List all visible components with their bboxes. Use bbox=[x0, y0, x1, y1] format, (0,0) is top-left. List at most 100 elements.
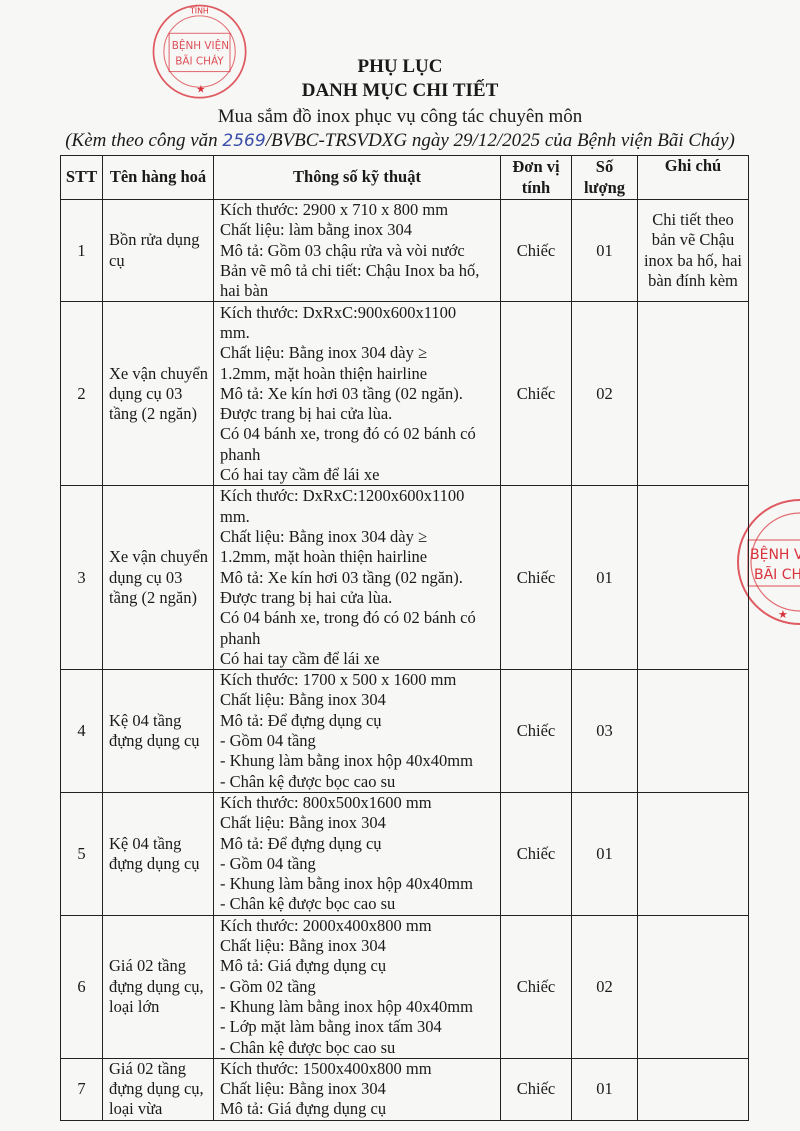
cell-unit: Chiếc bbox=[500, 198, 572, 303]
col-name: Tên hàng hoá bbox=[102, 155, 214, 200]
spec-line: - Khung làm bằng inox hộp 40x40mm bbox=[220, 751, 473, 771]
spec-line: - Chân kệ được bọc cao su bbox=[220, 1037, 396, 1057]
spec-line: Có 04 bánh xe, trong đó có 02 bánh có bbox=[220, 608, 476, 628]
cell-stt: 4 bbox=[60, 669, 103, 793]
spec-line: Kích thước: 1500x400x800 mm bbox=[220, 1058, 432, 1078]
table-row: 2 Xe vận chuyển dụng cụ 03 tầng (2 ngăn)… bbox=[60, 301, 749, 487]
cell-qty: 02 bbox=[571, 914, 638, 1059]
spec-line: Kích thước: DxRxC:1200x600x1100 bbox=[220, 486, 465, 506]
col-note: Ghi chú bbox=[637, 155, 749, 200]
spec-line: Mô tả: Để đựng dụng cụ bbox=[220, 710, 382, 730]
spec-line: - Gồm 02 tầng bbox=[220, 976, 316, 996]
cell-qty: 01 bbox=[571, 791, 638, 916]
cell-name: Xe vận chuyển dụng cụ 03 tầng (2 ngăn) bbox=[102, 485, 214, 671]
spec-line: Có hai tay cầm để lái xe bbox=[220, 465, 380, 485]
cell-name: Xe vận chuyển dụng cụ 03 tầng (2 ngăn) bbox=[102, 301, 214, 487]
col-qty: Số lượng bbox=[571, 155, 638, 200]
spec-line: - Gồm 04 tầng bbox=[220, 731, 316, 751]
cell-note bbox=[637, 669, 749, 793]
cell-unit: Chiếc bbox=[500, 669, 572, 793]
spec-line: phanh bbox=[220, 444, 261, 464]
spec-line: Mô tả: Để đựng dụng cụ bbox=[220, 833, 382, 853]
spec-line: Kích thước: 1700 x 500 x 1600 mm bbox=[220, 670, 457, 690]
cell-name: Giá 02 tầng đựng dụng cụ, loại lớn bbox=[102, 914, 214, 1059]
cell-qty: 01 bbox=[571, 1057, 638, 1121]
cell-qty: 01 bbox=[571, 198, 638, 303]
table-row: 6 Giá 02 tầng đựng dụng cụ, loại lớn Kíc… bbox=[60, 914, 749, 1059]
cell-name: Bồn rửa dụng cụ bbox=[102, 198, 214, 303]
spec-line: 1.2mm, mặt hoàn thiện hairline bbox=[220, 547, 428, 567]
spec-line: Kích thước: 2900 x 710 x 800 mm bbox=[220, 200, 449, 219]
cell-note bbox=[637, 914, 749, 1059]
cell-stt: 3 bbox=[60, 485, 103, 671]
table-row: 7 Giá 02 tầng đựng dụng cụ, loại vừa Kíc… bbox=[60, 1057, 749, 1121]
spec-line: - Gồm 04 tầng bbox=[220, 853, 316, 873]
cell-note: Chi tiết theo bản vẽ Chậu inox ba hố, ha… bbox=[637, 198, 749, 303]
cell-specs: Kích thước: 2000x400x800 mm Chất liệu: Bằ… bbox=[213, 914, 501, 1059]
ref-prefix: (Kèm theo công văn bbox=[65, 130, 223, 151]
doc-description: Mua sắm đồ inox phục vụ công tác chuyên … bbox=[217, 106, 583, 127]
svg-text:TỈNH: TỈNH bbox=[189, 4, 209, 15]
spec-line: - Lớp mặt làm bằng inox tấm 304 bbox=[220, 1017, 442, 1037]
spec-line: Bản vẽ mô tả chi tiết: Chậu Inox ba hố, bbox=[220, 260, 480, 280]
hospital-stamp-side: BỆNH V BÃI CH ★ bbox=[737, 499, 800, 625]
cell-note bbox=[637, 301, 749, 487]
cell-specs: Kích thước: 1500x400x800 mm Chất liệu: Bằ… bbox=[213, 1057, 501, 1121]
cell-unit: Chiếc bbox=[500, 1057, 572, 1121]
cell-specs: Kích thước: 2900 x 710 x 800 mm Chất liệu… bbox=[213, 198, 501, 303]
cell-specs: Kích thước: 1700 x 500 x 1600 mm Chất liệ… bbox=[213, 669, 501, 793]
spec-line: Được trang bị hai cửa lùa. bbox=[220, 587, 393, 607]
spec-line: Có 04 bánh xe, trong đó có 02 bánh có bbox=[220, 424, 476, 444]
spec-line: Chất liệu: Bằng inox 304 dày ≥ bbox=[220, 343, 428, 363]
cell-name: Kệ 04 tầng đựng dụng cụ bbox=[102, 791, 214, 916]
svg-text:BÃI CH: BÃI CH bbox=[754, 566, 800, 583]
spec-line: mm. bbox=[220, 322, 250, 342]
items-table: STT Tên hàng hoá Thông số kỹ thuật Đơn v… bbox=[60, 155, 749, 1121]
doc-subtitle: DANH MỤC CHI TIẾT bbox=[301, 80, 499, 101]
cell-unit: Chiếc bbox=[500, 914, 572, 1059]
cell-stt: 2 bbox=[60, 301, 103, 487]
spec-line: Chất liệu: Bằng inox 304 bbox=[220, 936, 386, 956]
svg-text:BỆNH V: BỆNH V bbox=[750, 545, 800, 563]
table-row: 3 Xe vận chuyển dụng cụ 03 tầng (2 ngăn)… bbox=[60, 485, 749, 671]
spec-line: Mô tả: Giá đựng dụng cụ bbox=[220, 1099, 387, 1119]
cell-name: Giá 02 tầng đựng dụng cụ, loại vừa bbox=[102, 1057, 214, 1121]
svg-text:★: ★ bbox=[778, 609, 788, 621]
cell-note bbox=[637, 485, 749, 671]
cell-specs: Kích thước: DxRxC:1200x600x1100 mm. Chất l… bbox=[213, 485, 501, 671]
cell-stt: 1 bbox=[60, 198, 103, 303]
ref-suffix: /BVBC-TRSVDXG ngày 29/12/2025 của Bệnh v… bbox=[265, 130, 735, 151]
cell-unit: Chiếc bbox=[500, 791, 572, 916]
spec-line: Mô tả: Gồm 03 chậu rửa và vòi nước bbox=[220, 240, 465, 260]
svg-text:BÃI CHÁY: BÃI CHÁY bbox=[175, 55, 224, 68]
doc-title: PHỤ LỤC bbox=[357, 56, 443, 77]
spec-line: Chất liệu: Bằng inox 304 bbox=[220, 1079, 386, 1099]
col-unit: Đơn vị tính bbox=[500, 155, 572, 200]
spec-line: Mô tả: Giá đựng dụng cụ bbox=[220, 956, 387, 976]
spec-line: Mô tả: Xe kín hơi 03 tầng (02 ngăn). bbox=[220, 567, 463, 587]
table-header-row: STT Tên hàng hoá Thông số kỹ thuật Đơn v… bbox=[60, 155, 749, 200]
cell-qty: 02 bbox=[571, 301, 638, 487]
spec-line: Chất liệu: Bằng inox 304 dày ≥ bbox=[220, 527, 428, 547]
spec-line: Chất liệu: Bằng inox 304 bbox=[220, 690, 386, 710]
spec-line: - Khung làm bằng inox hộp 40x40mm bbox=[220, 996, 473, 1016]
spec-line: mm. bbox=[220, 506, 250, 526]
svg-text:★: ★ bbox=[196, 84, 205, 95]
spec-line: Mô tả: Xe kín hơi 03 tầng (02 ngăn). bbox=[220, 383, 463, 403]
col-specs: Thông số kỹ thuật bbox=[213, 155, 501, 200]
spec-line: - Chân kệ được bọc cao su bbox=[220, 894, 396, 914]
cell-unit: Chiếc bbox=[500, 301, 572, 487]
svg-text:BỆNH VIỆN: BỆNH VIỆN bbox=[172, 39, 229, 52]
doc-reference: (Kèm theo công văn 2569/BVBC-TRSVDXG ngà… bbox=[0, 130, 800, 152]
cell-qty: 03 bbox=[571, 669, 638, 793]
spec-line: Chất liệu: làm bằng inox 304 bbox=[220, 220, 413, 240]
cell-stt: 6 bbox=[60, 914, 103, 1059]
cell-stt: 7 bbox=[60, 1057, 103, 1121]
spec-line: - Khung làm bằng inox hộp 40x40mm bbox=[220, 874, 473, 894]
cell-stt: 5 bbox=[60, 791, 103, 916]
cell-note bbox=[637, 791, 749, 916]
spec-line: phanh bbox=[220, 628, 261, 648]
cell-note bbox=[637, 1057, 749, 1121]
spec-line: hai bàn bbox=[220, 281, 269, 301]
table-row: 5 Kệ 04 tầng đựng dụng cụ Kích thước: 80… bbox=[60, 791, 749, 916]
